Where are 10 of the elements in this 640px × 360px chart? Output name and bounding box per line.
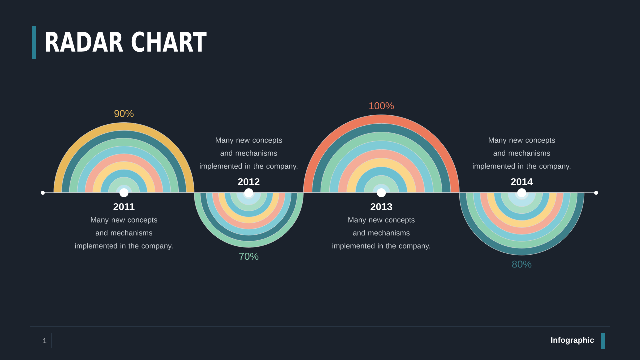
text: RADAR CHART [46, 32, 207, 52]
category-label: 2012 [238, 178, 260, 186]
data-label: 90% [114, 110, 134, 118]
data-label: 80% [512, 260, 532, 268]
text: Infographic [551, 337, 594, 345]
data-label: 70% [240, 253, 259, 260]
category-label: 2011 [114, 203, 135, 211]
category-label: 2014 [511, 178, 534, 186]
category-label: 2013 [370, 203, 392, 211]
data-label: 100% [370, 102, 394, 110]
